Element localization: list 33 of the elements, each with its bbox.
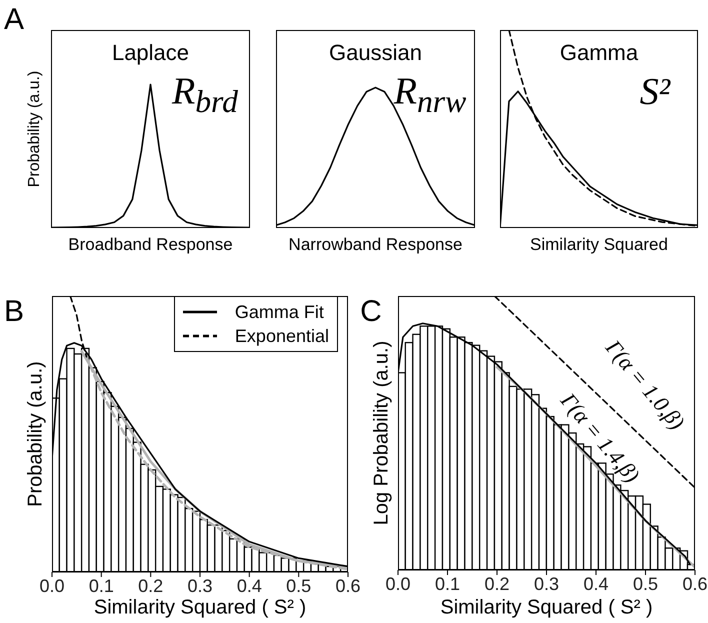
- y-axis-title: Probability (a.u.): [26, 70, 44, 188]
- x-tick-label: 0.0: [39, 576, 65, 596]
- text: C: [360, 295, 382, 328]
- x-tick-label: 0.2: [138, 576, 164, 596]
- x-axis-title: Narrowband Response: [288, 235, 462, 255]
- x-tick-label: 0.4: [236, 576, 262, 596]
- x-tick-label: 0.0: [385, 574, 411, 594]
- annotation: R$_{brd}$: [172, 70, 238, 119]
- x-tick-label: 0.5: [632, 574, 658, 594]
- text: B: [4, 295, 24, 328]
- annotation: S²: [640, 71, 670, 113]
- chart-title: Gaussian: [329, 40, 422, 66]
- x-axis-title: Similarity Squared: [530, 235, 668, 255]
- x-tick-label: 0.1: [88, 576, 114, 596]
- y-axis-title: Probability (a.u.): [24, 361, 48, 507]
- legend-label: Exponential: [234, 326, 329, 346]
- x-axis-title: Broadband Response: [68, 235, 233, 255]
- legend-label: Gamma Fit: [234, 302, 324, 322]
- x-tick-label: 0.2: [484, 574, 510, 594]
- x-tick-label: 0.1: [434, 574, 460, 594]
- text: A: [4, 3, 24, 36]
- chart-title: Laplace: [112, 40, 190, 66]
- x-tick-label: 0.3: [187, 576, 213, 596]
- x-tick-label: 0.4: [583, 574, 609, 594]
- x-axis-title: Similarity Squared ( S² ): [440, 596, 653, 620]
- x-tick-label: 0.6: [335, 576, 361, 596]
- x-tick-label: 0.3: [534, 574, 560, 594]
- text: Gamma: [560, 40, 638, 66]
- x-axis-title: Similarity Squared ( S² ): [94, 596, 306, 620]
- x-tick-label: 0.6: [682, 574, 708, 594]
- annotation: R$_{nrw}$: [394, 70, 466, 119]
- x-tick-label: 0.5: [286, 576, 312, 596]
- y-axis-title: Log Probability (a.u.): [370, 340, 394, 526]
